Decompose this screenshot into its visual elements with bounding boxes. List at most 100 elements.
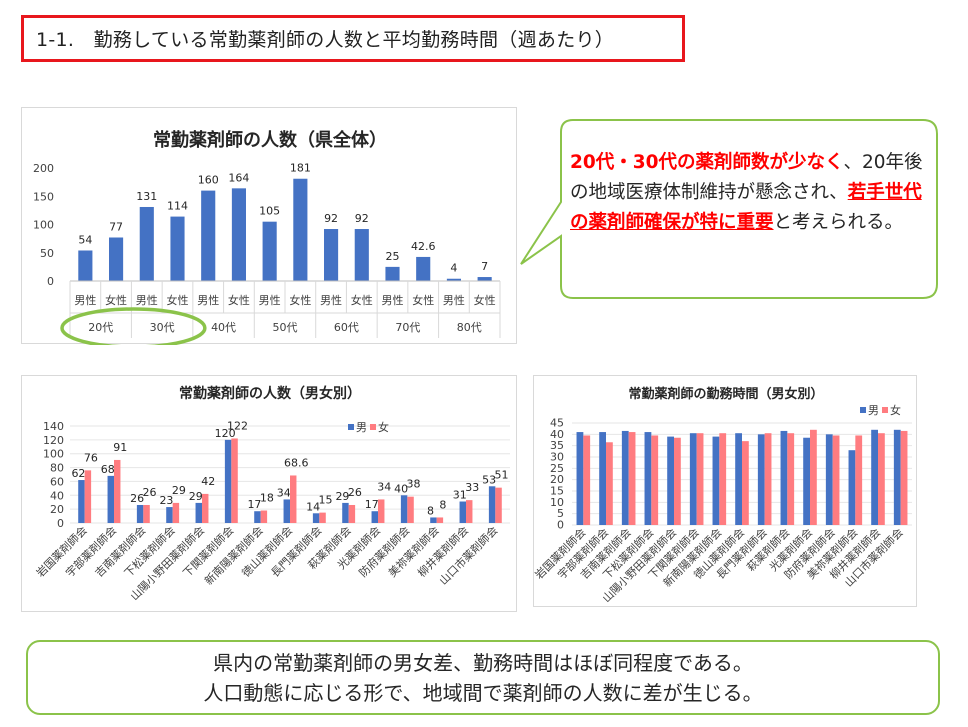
- page-title-box: 1-1. 勤務している常勤薬剤師の人数と平均勤務時間（週あたり）: [21, 15, 685, 62]
- x-tick-label: 男性: [382, 293, 404, 307]
- data-label: 122: [227, 419, 248, 432]
- page-title: 1-1. 勤務している常勤薬剤師の人数と平均勤務時間（週あたり）: [36, 29, 615, 51]
- data-label: 42: [201, 475, 215, 488]
- data-label: 181: [290, 162, 311, 175]
- chart-total: 常勤薬剤師の人数（県全体） 0 50 100 150 200 54 男性 77 女性 131 男性 11…: [33, 129, 501, 345]
- bar: [348, 504, 356, 523]
- data-label: 51: [495, 469, 509, 482]
- bar: [195, 502, 202, 523]
- bar: [621, 430, 629, 525]
- data-label: 91: [113, 441, 127, 454]
- highlight-ring: [60, 307, 207, 345]
- summary-line-2: 人口動態に応じる形で、地域間で薬剤師の人数に差が生じる。: [203, 680, 763, 705]
- callout-bubble: [520, 119, 938, 299]
- bar: [224, 439, 232, 523]
- bar: [319, 512, 326, 523]
- chart-title: 常勤薬剤師の人数（県全体）: [153, 129, 387, 151]
- callout-emphasis-1: 20代・30代の薬剤師数が少なく: [570, 152, 844, 173]
- y-tick-label: 10: [550, 496, 564, 509]
- bar: [900, 430, 908, 525]
- bar: [231, 438, 238, 523]
- y-tick-label: 20: [50, 503, 64, 516]
- bar: [477, 277, 492, 281]
- bar: [810, 429, 817, 525]
- bar: [202, 493, 209, 523]
- data-label: 42.6: [411, 240, 436, 253]
- bar: [488, 486, 496, 523]
- bar: [371, 511, 378, 523]
- bar: [576, 432, 584, 525]
- bar: [689, 433, 697, 525]
- bar: [107, 475, 114, 523]
- bar: [466, 500, 473, 523]
- bar: [139, 206, 154, 281]
- bar: [644, 432, 652, 525]
- callout-text-4: と考えられる。: [773, 212, 904, 233]
- y-tick-label: 80: [50, 462, 64, 475]
- data-label: 29: [189, 490, 203, 503]
- data-label: 8: [427, 504, 434, 517]
- x-tick-label: 女性: [289, 293, 311, 307]
- data-label: 38: [407, 478, 421, 491]
- bar: [114, 459, 121, 523]
- bar: [400, 495, 408, 523]
- x-tick-label: 男性: [443, 293, 465, 307]
- bar: [667, 436, 674, 525]
- chart-title: 常勤薬剤師の勤務時間（男女別）: [628, 386, 823, 402]
- legend-label: 男: [868, 404, 879, 417]
- y-tick-label: 35: [550, 439, 564, 452]
- y-tick-label: 20: [550, 473, 564, 486]
- y-tick-label: 120: [43, 434, 64, 447]
- data-label: 17: [365, 498, 379, 511]
- bar: [674, 437, 681, 525]
- data-label: 77: [109, 220, 123, 233]
- data-label: 105: [259, 205, 280, 218]
- y-tick-label: 40: [50, 489, 64, 502]
- bar: [832, 435, 840, 525]
- data-label: 34: [377, 480, 391, 493]
- bar: [628, 432, 636, 525]
- y-tick-label: 100: [43, 448, 64, 461]
- x-tick-label: 男性: [320, 293, 342, 307]
- group-label: 50代: [273, 321, 298, 334]
- bar: [293, 178, 308, 281]
- summary-box: 県内の常勤薬剤師の男女差、勤務時間はほぼ同程度である。 人口動態に応じる形で、地…: [26, 640, 940, 715]
- legend-swatch: [348, 424, 354, 430]
- x-tick-label: 女性: [412, 293, 434, 307]
- legend-label: 女: [890, 403, 901, 417]
- group-label: 60代: [334, 321, 359, 334]
- y-tick-label: 150: [33, 190, 54, 203]
- x-tick-label: 男性: [74, 293, 96, 307]
- bar: [712, 436, 720, 525]
- bar: [599, 432, 606, 525]
- bar: [780, 430, 788, 525]
- legend-swatch: [882, 407, 888, 413]
- data-label: 120: [215, 427, 236, 440]
- bar: [109, 237, 124, 281]
- bar: [735, 433, 742, 525]
- data-label: 68.6: [284, 456, 309, 469]
- bar: [606, 442, 613, 525]
- callout-text: 20代・30代の薬剤師数が少なく、20年後の地域医療体制維持が懸念され、若手世代…: [570, 148, 925, 238]
- bar: [172, 502, 180, 523]
- data-label: 114: [167, 200, 188, 213]
- group-label: 70代: [395, 321, 420, 334]
- bar: [742, 441, 749, 525]
- bar: [583, 435, 591, 525]
- y-tick-label: 25: [550, 462, 564, 475]
- data-label: 68: [101, 463, 115, 476]
- data-label: 92: [324, 212, 338, 225]
- y-tick-label: 0: [57, 517, 64, 530]
- x-tick-label: 女性: [228, 293, 250, 307]
- bar: [407, 496, 414, 523]
- bar: [803, 437, 810, 525]
- chart-hours-panel: 常勤薬剤師の勤務時間（男女別） 0 5 10 15 20 25 30 35 40 45 男女岩国薬剤師…: [533, 375, 917, 607]
- bar: [651, 435, 659, 525]
- data-label: 164: [228, 171, 249, 184]
- data-label: 92: [355, 212, 369, 225]
- data-label: 18: [260, 492, 274, 505]
- bar: [78, 250, 93, 281]
- data-label: 54: [78, 233, 92, 246]
- bar: [878, 433, 885, 525]
